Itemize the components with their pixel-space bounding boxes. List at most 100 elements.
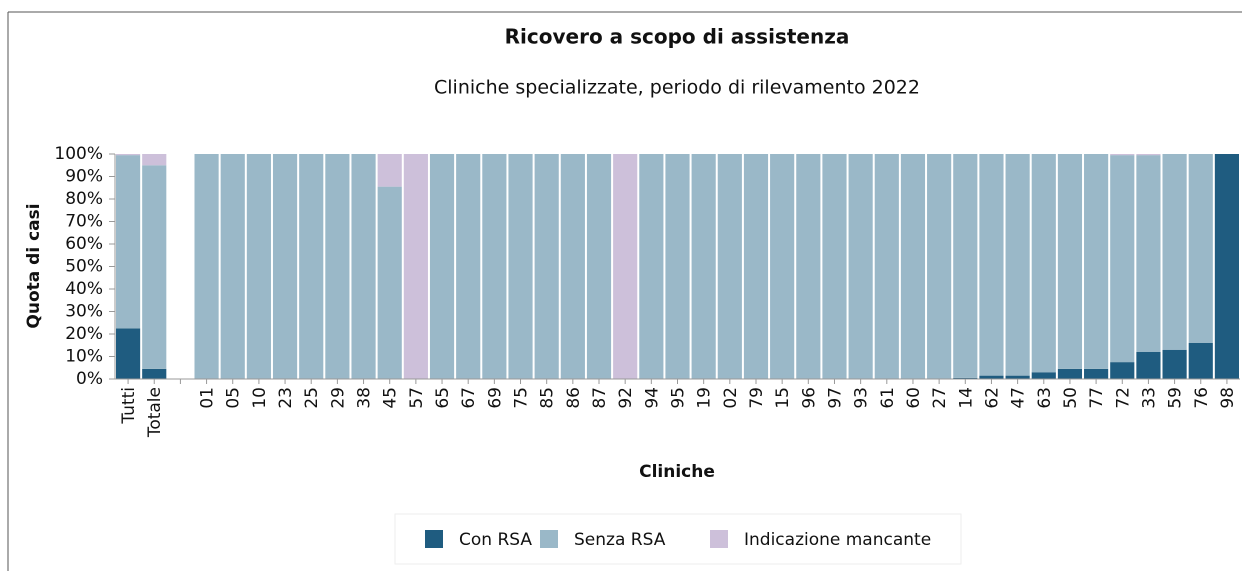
y-tick-label: 50% bbox=[65, 257, 103, 277]
bar-segment bbox=[142, 165, 167, 369]
x-tick-label: 14 bbox=[956, 387, 976, 409]
bar-segment bbox=[796, 154, 821, 379]
chart-title: Ricovero a scopo di assistenza bbox=[505, 25, 850, 49]
bar-segment bbox=[116, 155, 141, 329]
y-tick-label: 70% bbox=[65, 212, 103, 232]
legend-swatch bbox=[540, 530, 558, 548]
x-tick-label: Tutti bbox=[119, 387, 139, 425]
x-tick-label: 75 bbox=[512, 387, 532, 409]
bar-segment bbox=[482, 154, 507, 379]
x-tick-label: 87 bbox=[590, 387, 610, 409]
bar-segment bbox=[927, 154, 952, 379]
bar-segment bbox=[1057, 368, 1083, 379]
y-tick-label: 10% bbox=[65, 347, 103, 367]
bar-segment bbox=[613, 154, 638, 379]
x-axis-label: Cliniche bbox=[639, 462, 715, 482]
bar-segment bbox=[1110, 362, 1135, 379]
x-tick-label: 33 bbox=[1139, 387, 1159, 409]
x-tick-label: 98 bbox=[1218, 387, 1238, 409]
bar-segment bbox=[665, 154, 690, 379]
x-tick-label: 50 bbox=[1061, 387, 1081, 409]
bar-segment bbox=[770, 154, 795, 379]
bar-segment bbox=[272, 154, 298, 379]
x-tick-label: 94 bbox=[642, 387, 662, 409]
legend-swatch bbox=[425, 530, 443, 548]
bar-segment bbox=[874, 154, 899, 379]
bar-segment bbox=[743, 154, 769, 379]
bar-segment bbox=[717, 154, 742, 379]
bar-segment bbox=[534, 154, 559, 379]
bar-segment bbox=[848, 154, 873, 379]
bar-segment bbox=[429, 154, 455, 379]
x-tick-label: 38 bbox=[355, 387, 375, 409]
bar-segment bbox=[246, 154, 271, 379]
bar-segment bbox=[142, 154, 167, 166]
y-axis-label: Quota di casi bbox=[24, 203, 44, 328]
bar-segment bbox=[979, 375, 1004, 379]
x-tick-label: 95 bbox=[669, 387, 689, 409]
legend-box bbox=[394, 513, 962, 565]
y-tick-label: 100% bbox=[54, 144, 103, 164]
bar-segment bbox=[1188, 154, 1213, 343]
bar-segment bbox=[1136, 155, 1161, 352]
bar-segment bbox=[508, 154, 533, 379]
x-tick-label: 15 bbox=[773, 387, 793, 409]
bar-segment bbox=[586, 154, 612, 379]
x-tick-label: 02 bbox=[721, 387, 741, 409]
bar-segment bbox=[1136, 154, 1161, 156]
bar-segment bbox=[1031, 372, 1056, 379]
x-tick-label: 45 bbox=[381, 387, 401, 409]
y-tick-label: 60% bbox=[65, 234, 103, 254]
bar-segment bbox=[1084, 368, 1109, 379]
y-tick-label: 90% bbox=[65, 167, 103, 187]
x-tick-label: 93 bbox=[852, 387, 872, 409]
y-tick-label: 40% bbox=[65, 279, 103, 299]
x-tick-label: Totale bbox=[145, 387, 165, 438]
bar-segment bbox=[1057, 154, 1083, 369]
bar-segment bbox=[1162, 154, 1187, 350]
legend-label: Con RSA bbox=[459, 530, 532, 550]
bar-segment bbox=[403, 154, 428, 379]
bar-segment bbox=[900, 154, 926, 379]
x-tick-label: 10 bbox=[250, 387, 270, 409]
legend-swatch bbox=[710, 530, 728, 548]
bar-segment bbox=[560, 154, 585, 379]
x-tick-label: 72 bbox=[1113, 387, 1133, 409]
bar-segment bbox=[194, 154, 219, 379]
x-tick-label: 63 bbox=[1035, 387, 1055, 409]
x-tick-label: 59 bbox=[1166, 387, 1186, 409]
x-tick-label: 79 bbox=[747, 387, 767, 409]
x-tick-label: 61 bbox=[878, 387, 898, 409]
bar-segment bbox=[456, 154, 481, 379]
bar-segment bbox=[325, 154, 350, 379]
x-tick-label: 57 bbox=[407, 387, 427, 409]
x-tick-label: 29 bbox=[328, 387, 348, 409]
x-tick-label: 86 bbox=[564, 387, 584, 409]
x-tick-label: 23 bbox=[276, 387, 296, 409]
x-tick-label: 92 bbox=[616, 387, 636, 409]
bar-segment bbox=[1005, 375, 1030, 379]
bar-segment bbox=[979, 154, 1004, 376]
bar-segment bbox=[1084, 154, 1109, 369]
x-tick-label: 27 bbox=[930, 387, 950, 409]
bar-segment bbox=[1005, 154, 1030, 376]
x-tick-label: 85 bbox=[538, 387, 558, 409]
bar-segment bbox=[116, 328, 141, 379]
x-tick-label: 97 bbox=[825, 387, 845, 409]
chart-subtitle: Cliniche specializzate, periodo di rilev… bbox=[434, 77, 920, 99]
bar-segment bbox=[822, 154, 847, 379]
x-tick-label: 67 bbox=[459, 387, 479, 409]
bar-segment bbox=[1110, 155, 1135, 363]
x-tick-label: 19 bbox=[695, 387, 715, 409]
bar-segment bbox=[1031, 154, 1056, 373]
x-tick-label: 69 bbox=[485, 387, 505, 409]
x-tick-label: 65 bbox=[433, 387, 453, 409]
bar-segment bbox=[953, 377, 978, 379]
bar-segment bbox=[299, 154, 324, 379]
bar-segment bbox=[1188, 343, 1213, 379]
y-tick-label: 30% bbox=[65, 302, 103, 322]
bar-segment bbox=[220, 154, 245, 379]
x-tick-label: 77 bbox=[1087, 387, 1107, 409]
x-tick-label: 96 bbox=[799, 387, 819, 409]
